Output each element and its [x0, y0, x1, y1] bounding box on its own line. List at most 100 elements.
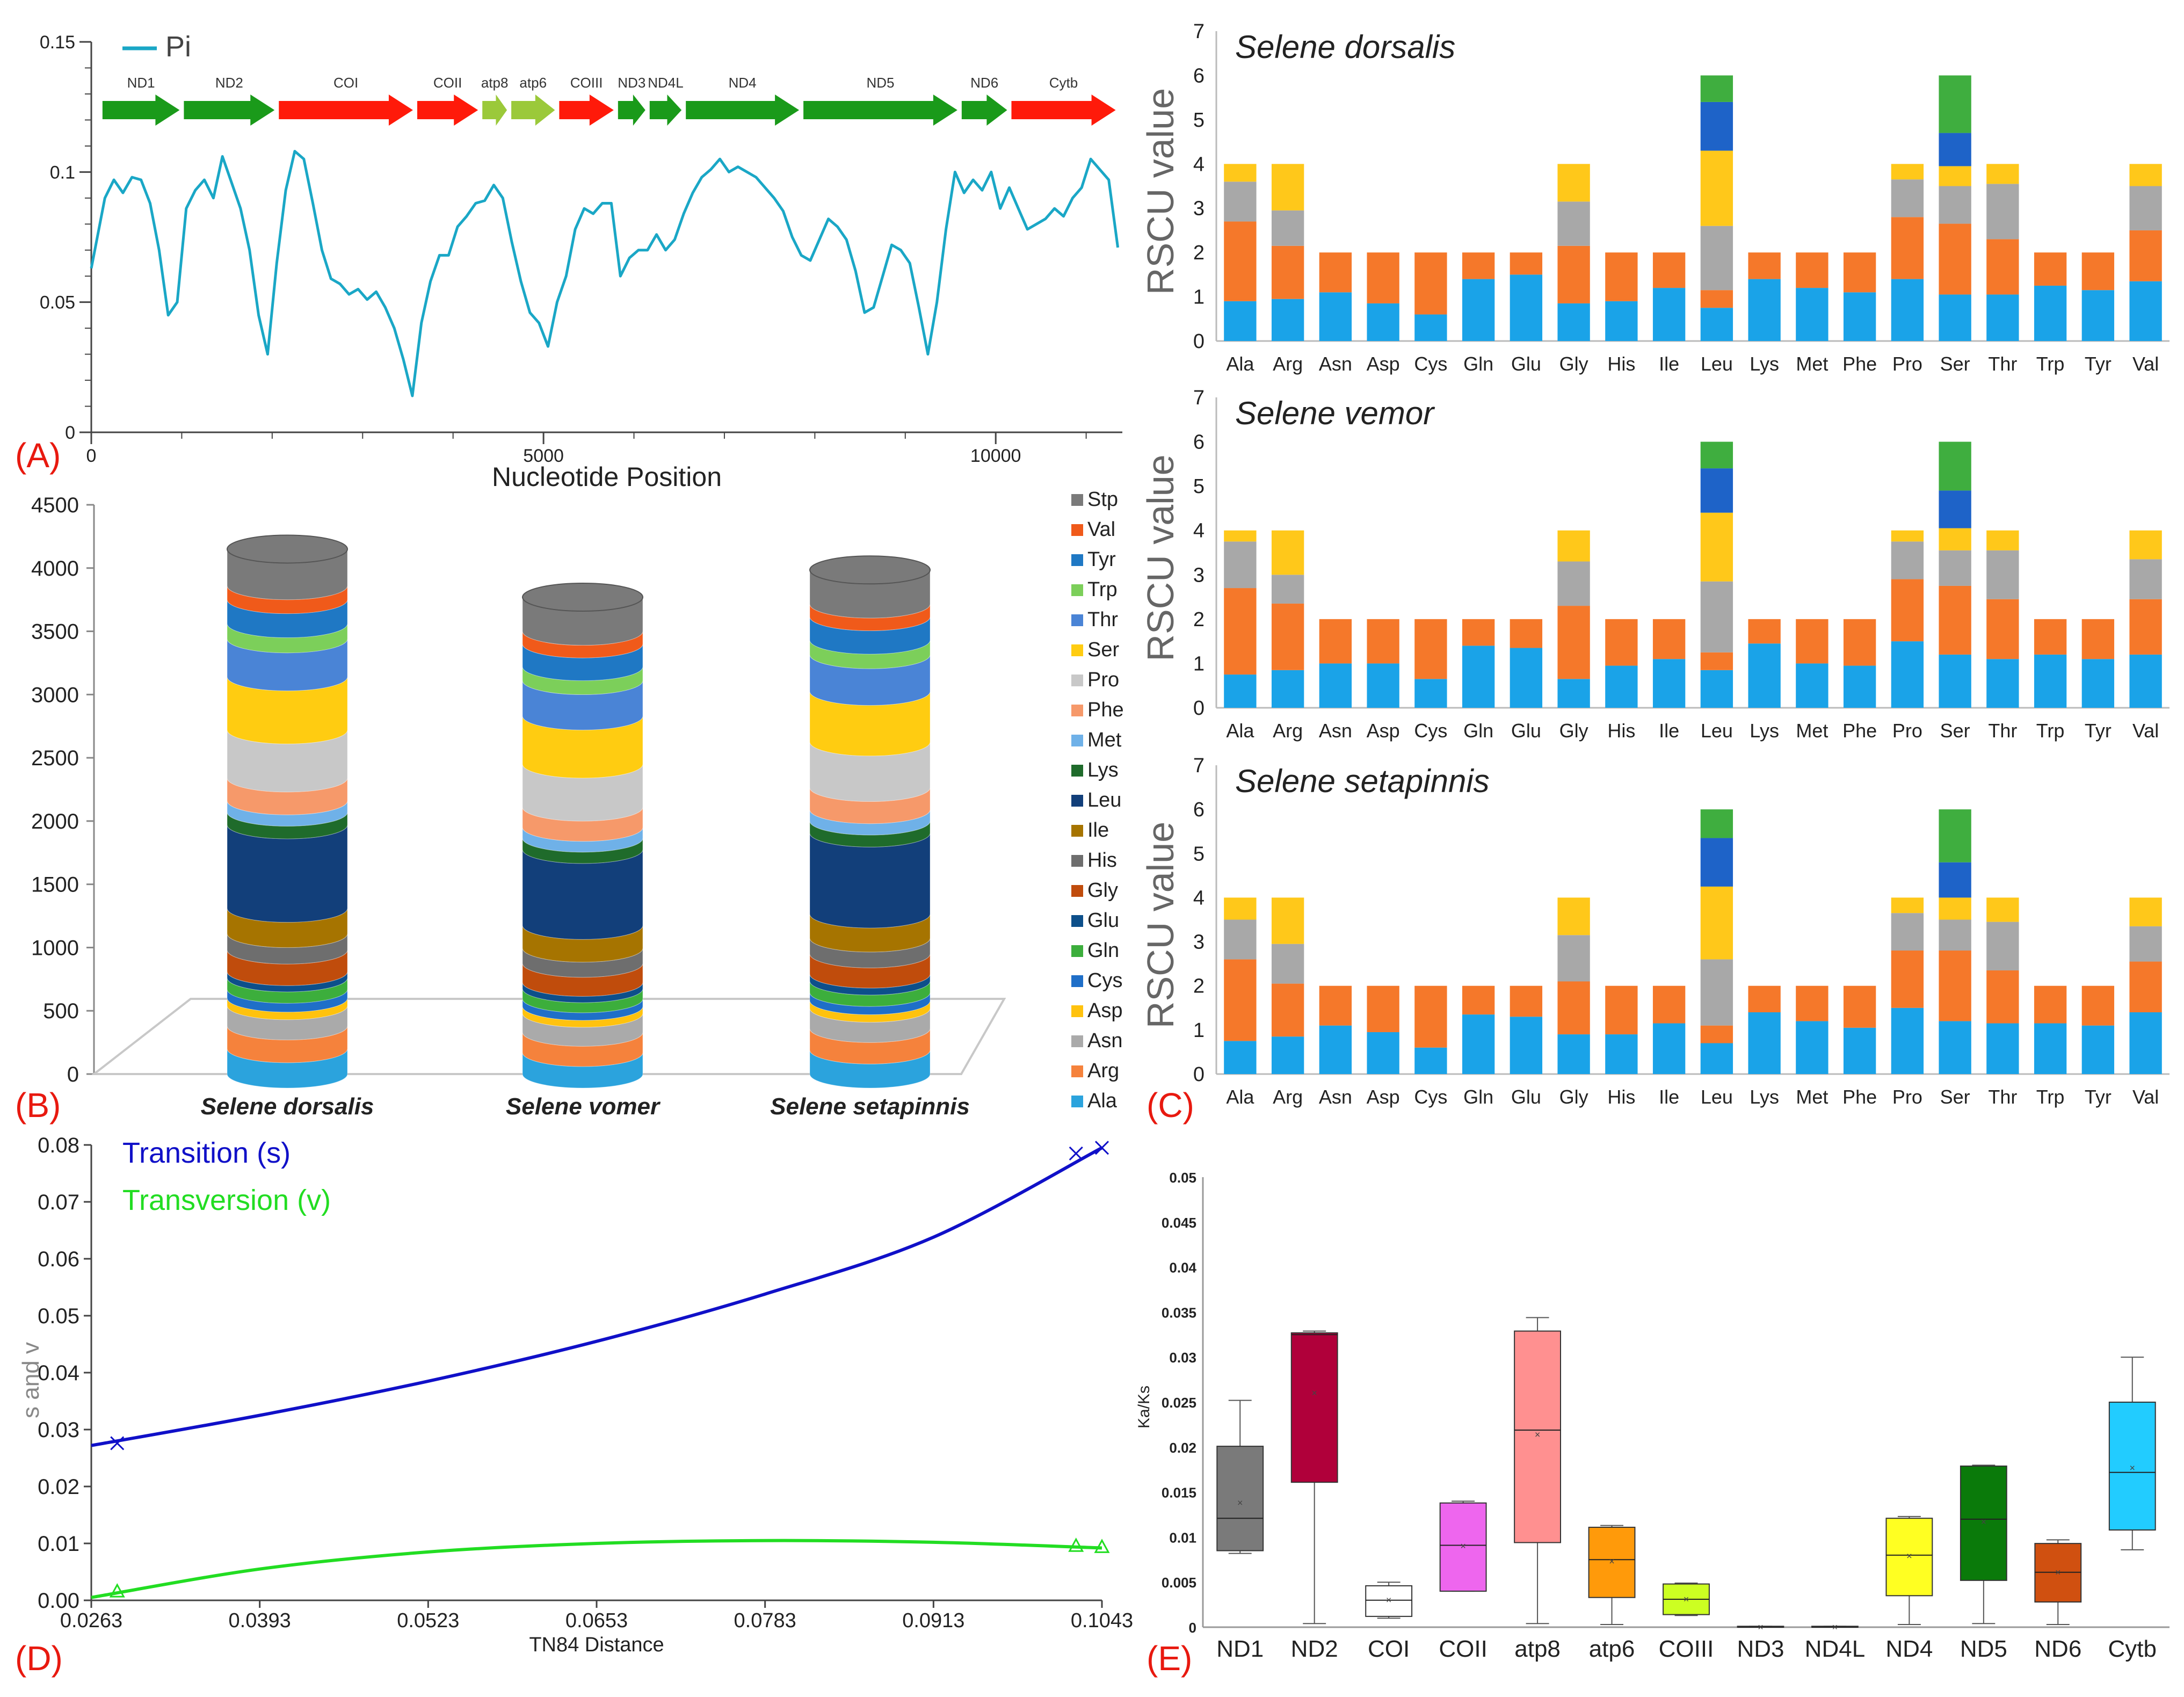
a-gene-arrow-ND5: [803, 95, 957, 126]
c-bar-segment: [1748, 1012, 1781, 1074]
c-bar-segment: [1939, 550, 1971, 586]
e-mean-marker: ×: [1535, 1429, 1541, 1440]
c-bar-segment: [1700, 101, 1733, 151]
e-y-tick-label: 0.02: [1169, 1440, 1196, 1456]
c-y-tick-label: 1: [1193, 286, 1205, 309]
c-bar-segment: [2129, 230, 2162, 281]
c-bar-segment: [2129, 164, 2162, 186]
c-y-axis-label: RSCU value: [1140, 822, 1181, 1028]
e-y-tick-label: 0.025: [1162, 1395, 1196, 1411]
c-bar-segment: [1700, 959, 1733, 1026]
c-y-tick-label: 6: [1193, 431, 1205, 454]
c-category-label: Trp: [2036, 720, 2065, 742]
c-category-label: Arg: [1273, 720, 1303, 742]
c-bar-segment: [2081, 619, 2115, 659]
c-category-label: Pro: [1892, 1086, 1922, 1108]
e-box-atp6: [1588, 1526, 1636, 1598]
c-category-label: Pro: [1892, 720, 1922, 742]
a-gene-label: ND6: [970, 75, 998, 91]
c-bar-segment: [1367, 619, 1399, 664]
a-gene-arrow-Cytb: [1011, 95, 1116, 126]
c-bar-segment: [1462, 279, 1495, 341]
e-category-label: ND4L: [1805, 1636, 1866, 1662]
c-bar-segment: [1939, 951, 1971, 1021]
c-bar-segment: [1271, 603, 1304, 670]
c-bar-segment: [1986, 184, 2019, 240]
b-legend-swatch: [1071, 1065, 1083, 1077]
c-bar-segment: [1796, 1021, 1829, 1074]
c-bar-segment: [1939, 186, 1971, 224]
c-bar-segment: [1891, 164, 1924, 180]
c-category-label: Gln: [1463, 720, 1493, 742]
e-box-atp8: [1514, 1330, 1561, 1543]
c-bar-segment: [1700, 1025, 1733, 1043]
c-bar-segment: [1271, 670, 1304, 708]
c-bar-segment: [1224, 541, 1257, 589]
a-gene-arrow-ND1: [102, 95, 180, 126]
c-y-tick-label: 7: [1193, 387, 1205, 409]
d-y-tick-label: 0.05: [38, 1304, 79, 1328]
e-category-label: ND2: [1291, 1636, 1338, 1662]
c-bar-segment: [1319, 252, 1352, 293]
a-gene-arrow-ND2: [184, 95, 275, 126]
d-series-line-transition: [91, 1146, 1103, 1447]
b-legend-label: Ala: [1087, 1090, 1118, 1112]
d-y-tick-label: 0.03: [38, 1418, 79, 1442]
c-bar-segment: [1748, 279, 1781, 341]
c-bar-segment: [1700, 468, 1733, 513]
a-gene-label: atp6: [519, 75, 547, 91]
b-legend-label: Val: [1087, 518, 1115, 541]
c-category-label: Ser: [1940, 720, 1970, 742]
c-bar-segment: [1462, 252, 1495, 279]
a-gene-label: COI: [333, 75, 358, 91]
a-gene-label: COII: [433, 75, 462, 91]
b-legend-swatch: [1071, 855, 1083, 867]
b-legend-label: Pro: [1087, 669, 1119, 691]
b-segment-Leu: [227, 824, 348, 923]
c-bar-segment: [1557, 1034, 1590, 1074]
b-legend-swatch: [1071, 885, 1083, 897]
c-bar-segment: [1939, 528, 1971, 550]
c-bar-segment: [1700, 886, 1733, 960]
c-bar-segment: [1414, 314, 1447, 341]
c-category-label: Asn: [1319, 353, 1352, 375]
c-bar-segment: [1700, 308, 1733, 341]
b-category-label: Selene setapinnis: [770, 1093, 970, 1120]
c-plot-title: Selene setapinnis: [1235, 763, 1490, 799]
c-y-tick-label: 0: [1193, 330, 1205, 353]
c-bar-segment: [1510, 648, 1543, 708]
c-bar-segment: [1986, 897, 2019, 922]
a-x-tick-label: 0: [86, 446, 97, 466]
e-mean-marker: ×: [1758, 1622, 1764, 1633]
b-y-tick-label: 3000: [31, 683, 79, 707]
c-bar-segment: [1462, 985, 1495, 1015]
c-bar-segment: [1414, 1047, 1447, 1074]
c-bar-segment: [1605, 665, 1638, 708]
b-legend-label: Gln: [1087, 939, 1119, 962]
c-category-label: Leu: [1701, 720, 1733, 742]
c-bar-segment: [1939, 654, 1971, 708]
c-y-tick-label: 7: [1193, 755, 1205, 777]
c-bar-segment: [2129, 961, 2162, 1012]
c-y-tick-label: 4: [1193, 153, 1205, 176]
b-y-tick-label: 500: [43, 999, 79, 1023]
b-floor: [91, 998, 1006, 1075]
c-bar-segment: [1939, 166, 1971, 186]
b-y-tick-label: 2500: [31, 746, 79, 770]
e-mean-marker: ×: [1237, 1498, 1243, 1509]
c-bar-segment: [1748, 985, 1781, 1012]
c-bar-segment: [1986, 550, 2019, 599]
c-bar-segment: [1891, 1007, 1924, 1074]
e-mean-marker: ×: [1832, 1622, 1838, 1633]
c-bar-segment: [2129, 897, 2162, 926]
b-y-tick-label: 1000: [31, 936, 79, 960]
c-y-tick-label: 2: [1193, 608, 1205, 631]
d-y-tick-label: 0.00: [38, 1589, 79, 1613]
c-bar-segment: [1224, 182, 1257, 222]
c-bar-segment: [1986, 659, 2019, 708]
c-bar-segment: [2129, 1012, 2162, 1074]
c-bar-segment: [2034, 654, 2067, 708]
a-x-tick-label: 5000: [523, 446, 564, 466]
e-mean-marker: ×: [1609, 1556, 1615, 1567]
b-legend-swatch: [1071, 614, 1083, 626]
